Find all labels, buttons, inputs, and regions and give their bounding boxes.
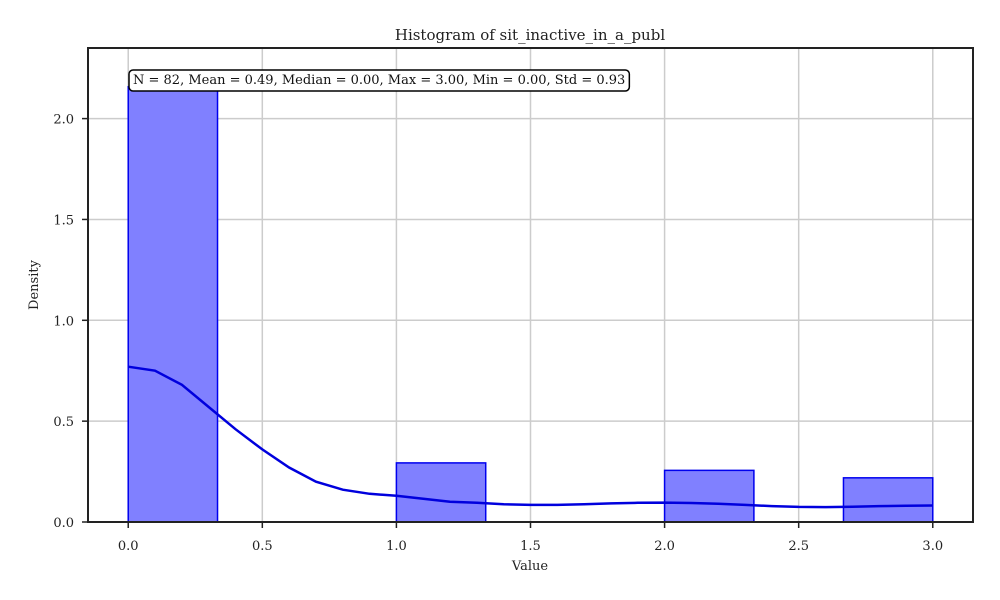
x-tick-label-3: 1.5 xyxy=(520,539,541,554)
y-axis-ticks: 0.0 0.5 1.0 1.5 2.0 xyxy=(53,113,88,531)
x-tick-label-6: 3.0 xyxy=(922,539,943,554)
x-axis-label: Value xyxy=(511,559,548,574)
y-tick-label-0: 0.0 xyxy=(53,516,74,531)
histogram-bars xyxy=(127,85,934,523)
y-tick-label-3: 1.5 xyxy=(53,213,74,228)
x-tick-label-2: 1.0 xyxy=(386,539,407,554)
chart-title: Histogram of sit_inactive_in_a_publ xyxy=(395,26,665,44)
grid-lines xyxy=(88,48,973,523)
x-tick-label-0: 0.0 xyxy=(118,539,139,554)
x-tick-label-4: 2.0 xyxy=(654,539,675,554)
y-tick-label-1: 0.5 xyxy=(53,415,74,430)
kde-curve xyxy=(128,365,933,509)
y-tick-label-4: 2.0 xyxy=(53,113,74,128)
histogram-bar-6 xyxy=(663,469,755,523)
stats-box: N = 82, Mean = 0.49, Median = 0.00, Max … xyxy=(128,69,631,92)
x-tick-label-1: 0.5 xyxy=(252,539,273,554)
histogram-bar-0 xyxy=(127,85,219,523)
y-axis-label: Density xyxy=(27,259,42,310)
histogram-bar-3 xyxy=(395,462,487,523)
x-axis-ticks: 0.0 0.5 1.0 1.5 2.0 2.5 3.0 xyxy=(118,522,943,554)
x-tick-label-5: 2.5 xyxy=(788,539,809,554)
y-tick-label-2: 1.0 xyxy=(53,314,74,329)
stats-box-text: N = 82, Mean = 0.49, Median = 0.00, Max … xyxy=(133,73,625,88)
stats-box-frame xyxy=(128,69,631,92)
histogram-bar-8 xyxy=(842,477,934,523)
